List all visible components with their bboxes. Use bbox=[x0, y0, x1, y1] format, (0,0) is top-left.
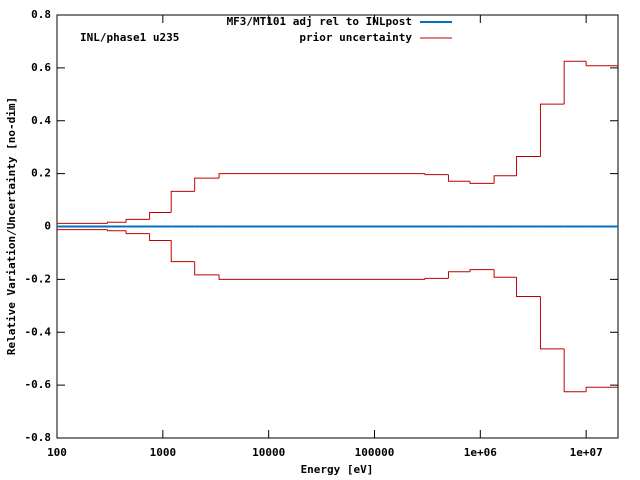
annotation: INL/phase1 u235 bbox=[80, 31, 179, 44]
step-segment bbox=[149, 211, 172, 220]
step-segment bbox=[493, 175, 517, 184]
step-segment bbox=[194, 261, 220, 276]
x-tick-label: 1e+06 bbox=[464, 446, 497, 459]
step-segment bbox=[447, 174, 471, 182]
y-tick-label: -0.4 bbox=[25, 325, 52, 338]
y-tick-label: 0.4 bbox=[31, 114, 51, 127]
y-tick-label: -0.8 bbox=[25, 431, 52, 444]
step-segment bbox=[424, 173, 449, 176]
x-axis-label: Energy [eV] bbox=[301, 463, 374, 476]
step-segment bbox=[106, 229, 127, 232]
x-tick-label: 1e+07 bbox=[570, 446, 603, 459]
step-segment bbox=[149, 233, 172, 242]
step-segment bbox=[516, 277, 541, 298]
step-segment bbox=[539, 103, 565, 157]
y-tick-label: -0.2 bbox=[25, 272, 52, 285]
step-segment bbox=[493, 269, 517, 278]
step-segment bbox=[218, 173, 425, 179]
step-segment bbox=[170, 240, 195, 263]
y-axis-label: Relative Variation/Uncertainty [no-dim] bbox=[5, 97, 18, 355]
x-tick-label: 100 bbox=[47, 446, 67, 459]
step-segment bbox=[106, 221, 127, 224]
y-tick-label: 0.8 bbox=[31, 8, 51, 21]
y-tick-label: 0 bbox=[44, 220, 51, 233]
step-segment bbox=[539, 296, 565, 350]
step-segment bbox=[585, 386, 618, 392]
step-segment bbox=[125, 218, 150, 223]
y-tick-label: -0.6 bbox=[25, 378, 52, 391]
step-segment bbox=[585, 61, 618, 67]
step-segment bbox=[170, 190, 195, 213]
step-segment bbox=[516, 155, 541, 176]
step-segment bbox=[125, 230, 150, 235]
y-tick-label: 0.2 bbox=[31, 167, 51, 180]
step-segment bbox=[563, 60, 587, 105]
step-segment bbox=[469, 269, 495, 272]
legend-label: prior uncertainty bbox=[299, 31, 412, 44]
step-segment bbox=[424, 277, 449, 280]
x-tick-label: 10000 bbox=[252, 446, 285, 459]
x-tick-label: 1000 bbox=[150, 446, 177, 459]
y-tick-label: 0.6 bbox=[31, 61, 51, 74]
legend-label: MF3/MT101 adj rel to INLpost bbox=[227, 15, 412, 28]
step-segment bbox=[194, 177, 220, 192]
x-tick-label: 100000 bbox=[355, 446, 395, 459]
step-segment bbox=[469, 181, 495, 184]
step-segment bbox=[218, 274, 425, 280]
step-segment bbox=[563, 348, 587, 393]
step-segment bbox=[447, 271, 471, 279]
